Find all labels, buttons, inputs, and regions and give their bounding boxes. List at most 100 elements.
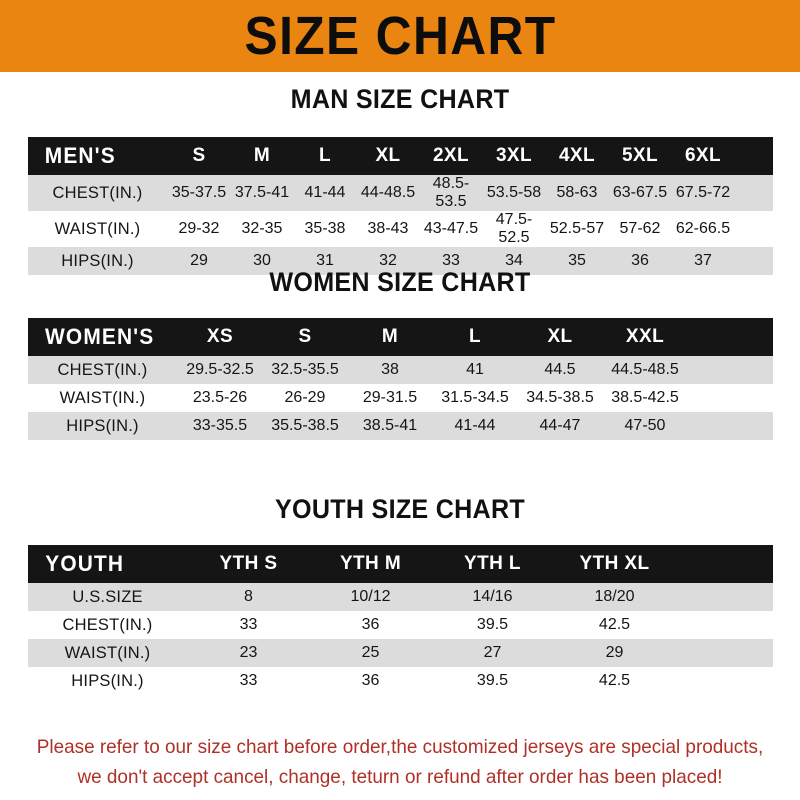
men-size-table: MEN'S S M L XL 2XL 3XL 4XL 5XL 6XL CHEST(IN.) 35-37… [27,137,773,275]
men-column-header: S [192,145,206,166]
men-measurement-cell: 35 [568,252,586,269]
youth-measurement-cell: 23 [239,644,258,661]
women-measurement-cell: 44.5 [544,361,576,378]
youth-measurement-cell: 36 [361,616,380,633]
men-measurement-cell: 52.5-57 [549,220,605,237]
women-column-header: XXL [625,326,665,347]
men-measurement-cell: 41-44 [304,184,346,201]
men-measurement-cell: 47.5-52.5 [495,211,533,246]
men-measurement-cell: 63-67.5 [612,184,668,201]
women-measurement-cell: 44-47 [539,417,581,434]
women-column-header: XS [206,326,234,347]
women-measurement-cell: 29.5-32.5 [186,361,254,378]
men-measurement-cell: 32-35 [241,220,283,237]
men-column-header: 2XL [432,145,470,166]
men-measurement-cell: 57-62 [619,220,661,237]
youth-section-title: YOUTH SIZE CHART [275,494,525,524]
men-measurement-cell: 35-37.5 [171,184,227,201]
women-measurement-cell: 31.5-34.5 [441,389,509,406]
women-column-header: L [468,326,481,347]
women-row-label: WAIST(IN.) [59,388,146,407]
table-row: U.S.SIZE 8 10/12 14/16 18/20 [27,583,773,611]
men-measurement-cell: 38-43 [367,220,409,237]
women-measurement-cell: 38.5-41 [362,417,418,434]
youth-measurement-cell: 27 [483,644,502,661]
women-column-header: S [298,326,312,347]
men-measurement-cell: 33 [442,252,460,269]
men-size-table-wrap: MEN'S S M L XL 2XL 3XL 4XL 5XL 6XL CHEST(IN.) 35-37… [0,137,800,275]
men-measurement-cell: 43-47.5 [423,220,479,237]
men-row-label: CHEST(IN.) [52,183,143,202]
women-column-header: M [381,326,399,347]
youth-measurement-cell: 8 [244,588,253,605]
men-measurement-cell: 30 [253,252,271,269]
women-row-pad [688,412,773,440]
women-measurement-cell: 32.5-35.5 [271,361,339,378]
table-row: HIPS(IN.) 33 36 39.5 42.5 [27,667,773,695]
men-measurement-cell: 29 [190,252,208,269]
men-column-header: L [318,145,331,166]
men-table-body: MEN'S S M L XL 2XL 3XL 4XL 5XL 6XL CHEST(IN.) 35-37… [27,137,773,275]
table-row: WAIST(IN.) 29-32 32-35 35-38 38-43 43-47.5 47.… [27,211,773,247]
men-measurement-cell: 37.5-41 [234,184,290,201]
men-column-header: 3XL [495,145,533,166]
women-measurement-cell: 41-44 [454,417,496,434]
women-measurement-cell: 33-35.5 [192,417,248,434]
table-row: WAIST(IN.) 23 25 27 29 [27,639,773,667]
men-row-pad [735,211,773,247]
youth-measurement-cell: 42.5 [598,616,631,633]
women-measurement-cell: 44.5-48.5 [611,361,679,378]
youth-table-body: YOUTH YTH S YTH M YTH L YTH XL U.S.SIZE 8 10/12… [27,545,773,695]
men-column-header: XL [375,145,401,166]
men-measurement-cell: 35-38 [304,220,346,237]
men-measurement-cell: 53.5-58 [486,184,542,201]
men-measurement-cell: 44-48.5 [360,184,416,201]
youth-measurement-cell: 36 [361,672,380,689]
men-row-pad [735,175,773,211]
women-measurement-cell: 47-50 [624,417,666,434]
table-row: CHEST(IN.) 35-37.5 37.5-41 41-44 44-48.5 48.5… [27,175,773,211]
youth-row-label: CHEST(IN.) [62,615,153,634]
women-measurement-cell: 29-31.5 [362,389,418,406]
youth-row-pad [676,639,773,667]
youth-header-row: YOUTH YTH S YTH M YTH L YTH XL [27,545,773,583]
men-column-header: 5XL [621,145,659,166]
youth-column-header: YTH M [339,553,402,574]
men-header-row: MEN'S S M L XL 2XL 3XL 4XL 5XL 6XL [27,137,773,175]
page-banner: SIZE CHART [0,0,800,72]
youth-row-label: U.S.SIZE [72,587,143,606]
youth-size-table: YOUTH YTH S YTH M YTH L YTH XL U.S.SIZE 8 10/12… [27,545,773,695]
youth-measurement-cell: 25 [361,644,380,661]
men-measurement-cell: 32 [379,252,397,269]
youth-column-header: YTH S [219,553,278,574]
women-column-header: XL [547,326,573,347]
women-measurement-cell: 38.5-42.5 [611,389,679,406]
men-measurement-cell: 62-66.5 [675,220,731,237]
women-size-table: WOMEN'S XS S M L XL XXL CHEST(IN.) 29.5-32.5 32.5… [27,318,773,440]
order-policy-line-2: we don't accept cancel, change, teturn o… [77,766,723,788]
youth-measurement-cell: 18/20 [594,588,635,605]
youth-measurement-cell: 33 [239,672,258,689]
men-header-pad [735,137,773,175]
women-table-body: WOMEN'S XS S M L XL XXL CHEST(IN.) 29.5-32.5 32.5… [27,318,773,440]
men-row-label: HIPS(IN.) [61,251,134,270]
youth-row-pad [676,667,773,695]
women-corner-label: WOMEN'S [44,324,154,349]
women-header-pad [688,318,773,356]
women-section-title: WOMEN SIZE CHART [269,267,531,297]
table-row: HIPS(IN.) 33-35.5 35.5-38.5 38.5-41 41-44 44-… [27,412,773,440]
order-policy-note: Please refer to our size chart before or… [12,732,788,792]
women-measurement-cell: 23.5-26 [192,389,248,406]
women-row-pad [688,384,773,412]
youth-measurement-cell: 39.5 [476,672,509,689]
men-measurement-cell: 37 [694,252,712,269]
youth-column-header: YTH XL [579,553,650,574]
youth-measurement-cell: 10/12 [350,588,391,605]
women-header-row: WOMEN'S XS S M L XL XXL [27,318,773,356]
youth-measurement-cell: 29 [605,644,624,661]
men-row-label: WAIST(IN.) [54,219,141,238]
page-title: SIZE CHART [244,6,556,66]
order-policy-line-1: Please refer to our size chart before or… [36,736,764,758]
youth-header-pad [676,545,773,583]
